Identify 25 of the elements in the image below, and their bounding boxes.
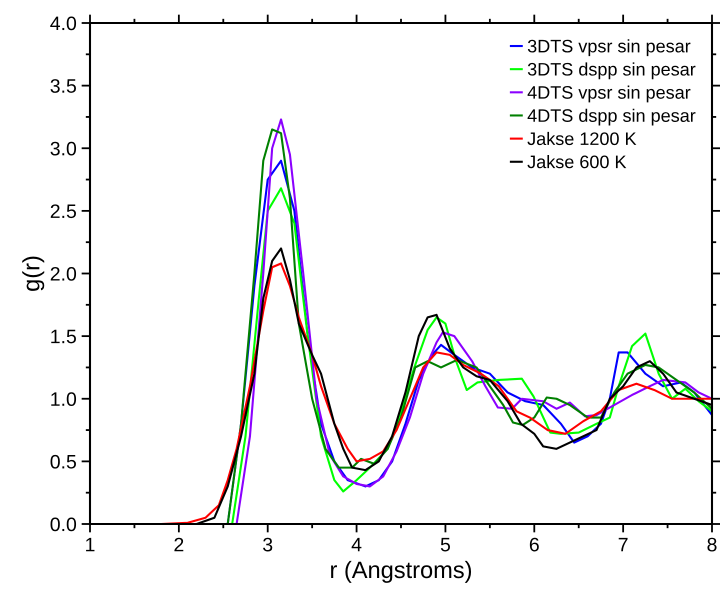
y-axis-title: g(r) xyxy=(22,256,44,291)
y-tick-label: 2.0 xyxy=(50,266,76,281)
x-axis-title: r (Angstroms) xyxy=(331,560,472,583)
x-tick-label: 4 xyxy=(352,538,362,552)
x-tick-label: 1 xyxy=(86,538,94,552)
x-tick-label: 5 xyxy=(440,538,450,552)
y-tick-label: 0.5 xyxy=(50,454,76,469)
y-tick-label: 1.0 xyxy=(51,392,76,406)
y-tick-label: 0.0 xyxy=(50,517,76,532)
legend-label: Jakse 600 K xyxy=(527,155,626,168)
y-tick-label: 4.0 xyxy=(50,16,76,30)
y-tick-label: 1.5 xyxy=(51,330,76,344)
y-tick-label: 3.5 xyxy=(50,79,76,93)
legend-label: 3DTS vpsr sin pesar xyxy=(528,39,690,56)
y-tick-label: 3.0 xyxy=(50,142,76,156)
legend-label: 4DTS dspp sin pesar xyxy=(528,108,696,126)
x-tick-label: 7 xyxy=(618,538,628,552)
x-tick-label: 3 xyxy=(263,538,272,552)
legend-label: 3DTS dspp sin pesar xyxy=(528,62,696,80)
x-tick-label: 2 xyxy=(174,538,184,552)
legend-label: 4DTS vpsr sin pesar xyxy=(528,86,690,102)
x-tick-label: 8 xyxy=(707,538,717,552)
x-tick-label: 6 xyxy=(530,538,539,552)
legend-label: Jakse 1200 K xyxy=(527,132,636,146)
y-tick-label: 2.5 xyxy=(50,204,76,218)
